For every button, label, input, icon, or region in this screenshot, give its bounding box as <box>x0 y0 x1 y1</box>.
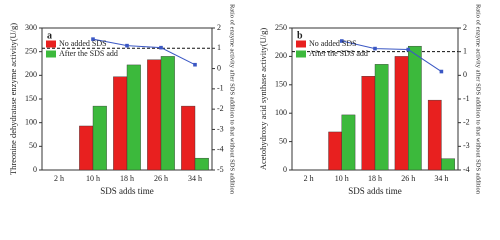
bar <box>92 105 107 171</box>
legend-swatch <box>296 50 306 58</box>
x-tick-label: 26 h <box>401 174 415 183</box>
y2-tick-label: -5 <box>217 165 224 174</box>
y2-tick-label: 2 <box>463 23 467 32</box>
y2-tick-label: 1 <box>217 43 221 52</box>
bar <box>408 45 422 171</box>
y2-tick-label: -3 <box>217 124 224 133</box>
y-axis-label: Acetohydroxy acid synthase activity(U/g) <box>258 28 268 171</box>
y2-axis-label: Ratio of enzyme activity after SDS addit… <box>229 4 236 195</box>
ratio-marker <box>193 62 197 67</box>
bar <box>427 99 442 171</box>
legend-label: After the SDS add <box>59 49 118 58</box>
x-tick-label: 18 h <box>120 174 134 183</box>
ratio-marker <box>91 37 95 41</box>
x-tick-label: 10 h <box>335 174 349 183</box>
y-tick-label: 50 <box>29 141 37 150</box>
x-axis-label: SDS adds time <box>100 186 154 196</box>
y2-tick-label: -4 <box>463 165 470 174</box>
y-tick-label: 200 <box>275 51 287 60</box>
legend-swatch <box>296 40 306 48</box>
bar <box>126 64 141 171</box>
y2-tick-label: 0 <box>463 70 467 79</box>
y-tick-label: 100 <box>25 117 37 126</box>
y-tick-label: 150 <box>275 80 287 89</box>
x-axis-label: SDS adds time <box>348 186 402 196</box>
y2-tick-label: 1 <box>463 46 467 55</box>
y2-axis-label: Ratio of enzyme activity after SDS addit… <box>475 4 482 195</box>
legend-label: No added SDS <box>59 39 107 48</box>
y-tick-label: 0 <box>283 165 287 174</box>
ratio-marker <box>439 69 444 74</box>
y2-tick-label: 0 <box>217 63 221 72</box>
y-tick-label: 0 <box>33 165 37 174</box>
bar <box>341 114 356 171</box>
bar <box>181 105 196 171</box>
ratio-marker <box>159 45 163 50</box>
legend-label: No added SDS <box>309 39 357 48</box>
panel-label: a <box>47 30 52 41</box>
bar <box>79 125 94 171</box>
ratio-marker <box>125 43 129 48</box>
legend-swatch <box>46 50 56 58</box>
panel-label: b <box>297 30 303 41</box>
legend-label: After the SDS add <box>309 49 368 58</box>
y-tick-label: 250 <box>275 23 287 32</box>
x-tick-label: 34 h <box>188 174 202 183</box>
x-tick-label: 2 h <box>304 174 314 183</box>
y2-tick-label: -4 <box>217 145 224 154</box>
bar <box>361 76 376 171</box>
y-axis-label: Threonine dehydratase enzyme activity(U/… <box>8 23 18 175</box>
y-tick-label: 50 <box>279 136 287 145</box>
y-tick-label: 300 <box>25 23 37 32</box>
bar <box>113 76 128 171</box>
bar <box>374 64 389 171</box>
y2-tick-label: -2 <box>217 104 224 113</box>
y-tick-label: 250 <box>25 46 37 55</box>
y-tick-label: 200 <box>25 70 37 79</box>
bar <box>394 56 409 171</box>
ratio-line <box>92 38 196 66</box>
y2-tick-label: -3 <box>463 141 470 150</box>
x-tick-label: 10 h <box>86 174 100 183</box>
x-tick-label: 2 h <box>54 174 64 183</box>
ratio-marker <box>373 46 377 51</box>
ratio-marker <box>340 39 344 43</box>
y2-tick-label: 2 <box>217 23 221 32</box>
y-tick-label: 100 <box>275 108 287 117</box>
ratio-line <box>341 40 442 72</box>
y2-tick-label: -1 <box>463 94 470 103</box>
bar <box>328 131 342 171</box>
bar <box>160 56 175 171</box>
x-tick-label: 26 h <box>154 174 168 183</box>
legend-swatch <box>46 40 56 48</box>
bar <box>194 157 209 171</box>
y-tick-label: 150 <box>25 94 37 103</box>
bar <box>441 158 455 171</box>
y2-tick-label: -1 <box>217 84 224 93</box>
x-tick-label: 34 h <box>434 174 448 183</box>
y2-tick-label: -2 <box>463 117 470 126</box>
x-tick-label: 18 h <box>368 174 382 183</box>
bar <box>147 59 162 171</box>
ratio-marker <box>406 47 410 52</box>
